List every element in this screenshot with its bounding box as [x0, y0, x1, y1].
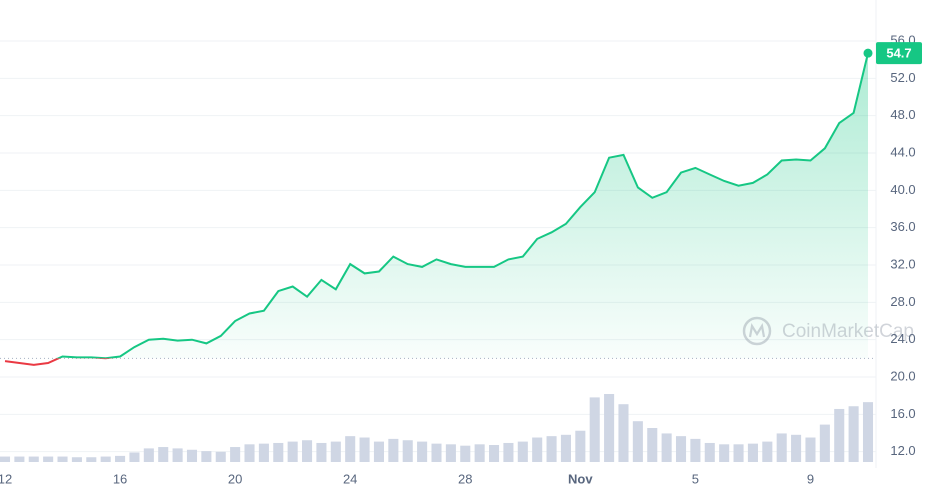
x-tick-label: 16	[113, 471, 127, 486]
volume-bar	[848, 406, 859, 462]
volume-bar	[747, 443, 758, 462]
volume-bars	[0, 394, 874, 462]
current-price-label: 54.7	[886, 46, 911, 61]
volume-bar	[359, 437, 370, 462]
volume-bar	[589, 397, 600, 462]
volume-bar	[0, 456, 11, 462]
y-tick-label: 44.0	[890, 144, 915, 159]
volume-bar	[675, 436, 687, 462]
volume-bar	[302, 440, 313, 462]
volume-bar	[244, 444, 255, 462]
volume-bar	[57, 456, 68, 462]
volume-bar	[345, 436, 356, 462]
x-tick-label: 24	[343, 471, 357, 486]
volume-bar	[402, 440, 413, 462]
volume-bar	[776, 433, 787, 462]
volume-bar	[417, 441, 428, 462]
volume-bar	[158, 447, 169, 462]
volume-bar	[791, 434, 802, 462]
volume-bar	[819, 424, 830, 462]
y-tick-label: 52.0	[890, 70, 915, 85]
volume-bar	[201, 451, 212, 462]
last-point	[863, 48, 873, 58]
volume-bar	[604, 394, 615, 462]
volume-bar	[14, 456, 25, 462]
volume-bar	[431, 443, 442, 462]
volume-bar	[43, 456, 54, 462]
volume-bar	[316, 442, 327, 462]
volume-bar	[834, 408, 845, 462]
plot	[0, 48, 876, 366]
volume-bar	[373, 441, 385, 462]
volume-bar	[258, 443, 269, 462]
y-tick-label: 28.0	[890, 294, 915, 309]
watermark-text: CoinMarketCap	[782, 321, 914, 342]
current-price-badge	[876, 42, 922, 65]
x-tick-label: 5	[692, 471, 699, 486]
volume-bar	[532, 437, 543, 462]
volume-bar	[474, 444, 485, 462]
volume-bar	[719, 444, 730, 462]
volume-bar	[215, 451, 226, 462]
labels: CoinMarketCap 12.0 16.0 20.0 24.0 28.0 32.0 36…	[0, 32, 922, 486]
volume-bar	[460, 445, 471, 462]
volume-bar	[733, 444, 744, 462]
price-area	[5, 53, 868, 359]
volume-bar	[647, 428, 658, 462]
volume-bar	[115, 455, 126, 462]
volume-bar	[805, 437, 816, 462]
x-tick-label: 28	[458, 471, 472, 486]
volume-bar	[546, 436, 557, 462]
y-tick-label: 32.0	[890, 256, 915, 271]
volume-bar	[287, 441, 298, 462]
x-tick-label: 20	[228, 471, 242, 486]
x-tick-label: Nov	[568, 471, 593, 486]
volume-bar	[28, 456, 39, 462]
volume-bar	[273, 442, 284, 462]
volume-bar	[704, 442, 715, 462]
volume-bar	[186, 449, 198, 462]
watermark: CoinMarketCap	[742, 316, 914, 346]
volume-bar	[445, 444, 456, 462]
volume-bar	[330, 441, 341, 462]
y-tick-label: 36.0	[890, 219, 915, 234]
volume-bar	[503, 442, 514, 462]
volume-bar	[661, 433, 672, 462]
volume-bar	[388, 438, 399, 462]
volume-bar	[230, 447, 241, 462]
y-tick-label: 24.0	[890, 331, 915, 346]
volume-bar	[560, 434, 571, 462]
volume-bar	[172, 448, 183, 462]
volume-bar	[762, 441, 773, 462]
x-tick-label: 12	[0, 471, 12, 486]
x-tick-label: 9	[807, 471, 814, 486]
price-line-up	[56, 52, 869, 359]
volume-bar	[618, 404, 629, 462]
volume-bar	[632, 421, 643, 462]
volume-bar	[517, 441, 528, 462]
volume-bar	[71, 457, 82, 462]
volume-bar	[488, 445, 500, 462]
volume-bar	[143, 448, 154, 462]
y-tick-label: 12.0	[890, 443, 915, 458]
y-tick-label: 20.0	[890, 368, 915, 383]
y-tick-label: 16.0	[890, 406, 915, 421]
y-tick-label: 48.0	[890, 107, 915, 122]
volume-bar	[862, 402, 874, 462]
volume-bar	[690, 438, 701, 462]
volume-bar	[575, 430, 586, 462]
volume-bar	[129, 452, 140, 462]
y-tick-label: 40.0	[890, 182, 915, 197]
volume-bar	[100, 456, 111, 462]
volume-bar	[86, 457, 97, 462]
